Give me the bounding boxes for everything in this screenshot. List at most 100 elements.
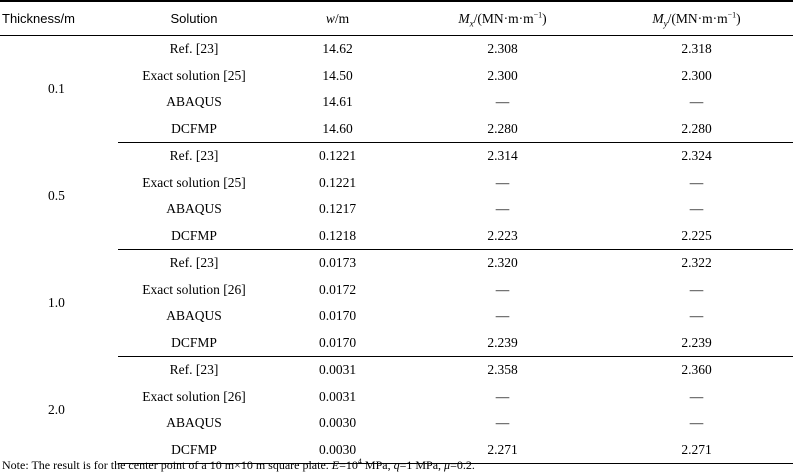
my-cell: — [689,201,704,217]
solution-cell: ABAQUS [166,308,222,324]
my-cell: 2.318 [681,41,712,57]
my-cell: 2.300 [681,67,712,83]
solution-cell: DCFMP [118,329,270,357]
mx-cell: — [495,174,510,190]
solution-cell: Exact solution [25] [142,67,246,83]
note-prefix: Note: The result is for the center point… [2,458,332,472]
mx-cell: 2.300 [487,67,518,83]
header-mx-unit: /(MN·m·m [473,10,534,26]
solution-cell: Exact solution [25] [142,174,246,190]
solution-cell: DCFMP [118,115,270,143]
w-cell: 0.0172 [318,281,357,297]
header-w-unit: /m [334,10,350,26]
mx-cell: 2.280 [405,115,600,143]
table-row: DCFMP 0.0170 2.239 2.239 [0,329,793,357]
header-w: w/m [270,0,405,36]
w-cell: 14.60 [270,115,405,143]
header-thickness: Thickness/m [0,0,118,36]
header-my: My/(MN·m·m−1) [600,0,793,36]
mx-cell: 2.358 [487,362,518,378]
table-row: 1.0 Ref. [23] 0.0173 2.320 2.322 [0,250,793,310]
group-thickness-2-0: 2.0 Ref. [23] 0.0031 2.358 2.360 Exact s… [0,357,793,464]
header-mx: Mx/(MN·m·m−1) [405,0,600,36]
table-note: Note: The result is for the center point… [2,458,475,473]
table-row: ABAQUS 0.1217 — — [0,196,793,223]
solution-cell: DCFMP [118,436,270,464]
table-row: 0.1 Ref. [23] 14.62 2.308 2.318 [0,36,793,96]
results-table-container: Thickness/m Solution w/m Mx/(MN·m·m−1) M… [0,0,793,464]
my-cell: 2.271 [600,436,793,464]
my-cell: 2.239 [600,329,793,357]
my-cell: — [689,94,704,110]
table-row: DCFMP 0.1218 2.223 2.225 [0,222,793,250]
mx-cell: 2.314 [487,148,518,164]
header-my-close: ) [736,10,741,26]
w-cell: 0.1221 [318,148,357,164]
thickness-cell: 0.5 [48,188,65,203]
header-my-var: M [652,10,664,26]
solution-cell: Exact solution [26] [142,281,246,297]
table-row: Exact solution [25] 14.50 2.300 2.300 [0,63,793,90]
mx-cell: 2.320 [487,255,518,271]
note-q-eq: =1 MPa, [399,458,445,472]
mx-cell: 2.239 [405,329,600,357]
w-cell: 0.0031 [318,362,357,378]
header-solution: Solution [118,0,270,36]
my-cell: — [689,388,704,404]
mx-cell: — [495,388,510,404]
solution-cell: Ref. [23] [169,41,219,57]
w-cell: 0.0031 [318,388,357,404]
note-e-var: E [331,458,340,472]
header-row: Thickness/m Solution w/m Mx/(MN·m·m−1) M… [0,0,793,36]
table-row: Exact solution [26] 0.0172 — — [0,277,793,304]
my-cell: 2.225 [600,222,793,250]
table-row: DCFMP 0.0030 2.271 2.271 [0,436,793,464]
my-cell: 2.280 [600,115,793,143]
solution-cell: Exact solution [26] [142,388,246,404]
group-thickness-0-1: 0.1 Ref. [23] 14.62 2.308 2.318 Exact so… [0,36,793,143]
solution-cell: Ref. [23] [169,255,219,271]
table-header: Thickness/m Solution w/m Mx/(MN·m·m−1) M… [0,0,793,36]
w-cell: 0.1218 [270,222,405,250]
mx-cell: — [495,94,510,110]
comparison-table: Thickness/m Solution w/m Mx/(MN·m·m−1) M… [0,0,793,464]
header-my-exp: −1 [727,10,737,19]
header-mx-exp: −1 [533,10,543,19]
my-cell: — [689,174,704,190]
w-cell: 0.0030 [270,436,405,464]
thickness-cell: 2.0 [48,402,65,417]
table-row: 2.0 Ref. [23] 0.0031 2.358 2.360 [0,357,793,417]
w-cell: 14.62 [322,41,353,57]
w-cell: 0.1217 [318,201,357,217]
note-e-eq: =10 [339,458,358,472]
header-mx-var: M [458,10,470,26]
table-row: Exact solution [25] 0.1221 — — [0,170,793,197]
my-cell: — [689,281,704,297]
solution-cell: ABAQUS [166,415,222,431]
w-cell: 14.61 [322,94,353,110]
my-cell: 2.324 [681,148,712,164]
mx-cell: 2.308 [487,41,518,57]
note-e-unit: MPa, [361,458,394,472]
mx-cell: — [495,281,510,297]
table-row: DCFMP 14.60 2.280 2.280 [0,115,793,143]
header-mx-close: ) [542,10,547,26]
mx-cell: 2.271 [405,436,600,464]
header-w-var: w [325,10,335,26]
w-cell: 0.0030 [318,415,357,431]
solution-cell: ABAQUS [166,94,222,110]
solution-cell: DCFMP [118,222,270,250]
table-row: ABAQUS 14.61 — — [0,89,793,116]
solution-cell: ABAQUS [166,201,222,217]
solution-cell: Ref. [23] [169,148,219,164]
mx-cell: — [495,415,510,431]
my-cell: — [689,415,704,431]
solution-cell: Ref. [23] [169,362,219,378]
mx-cell: — [495,308,510,324]
mx-cell: 2.223 [405,222,600,250]
table-row: ABAQUS 0.0170 — — [0,303,793,330]
header-mx-sub: x [469,18,474,29]
w-cell: 0.0170 [318,308,357,324]
table-row: ABAQUS 0.0030 — — [0,410,793,437]
group-thickness-1-0: 1.0 Ref. [23] 0.0173 2.320 2.322 Exact s… [0,250,793,357]
